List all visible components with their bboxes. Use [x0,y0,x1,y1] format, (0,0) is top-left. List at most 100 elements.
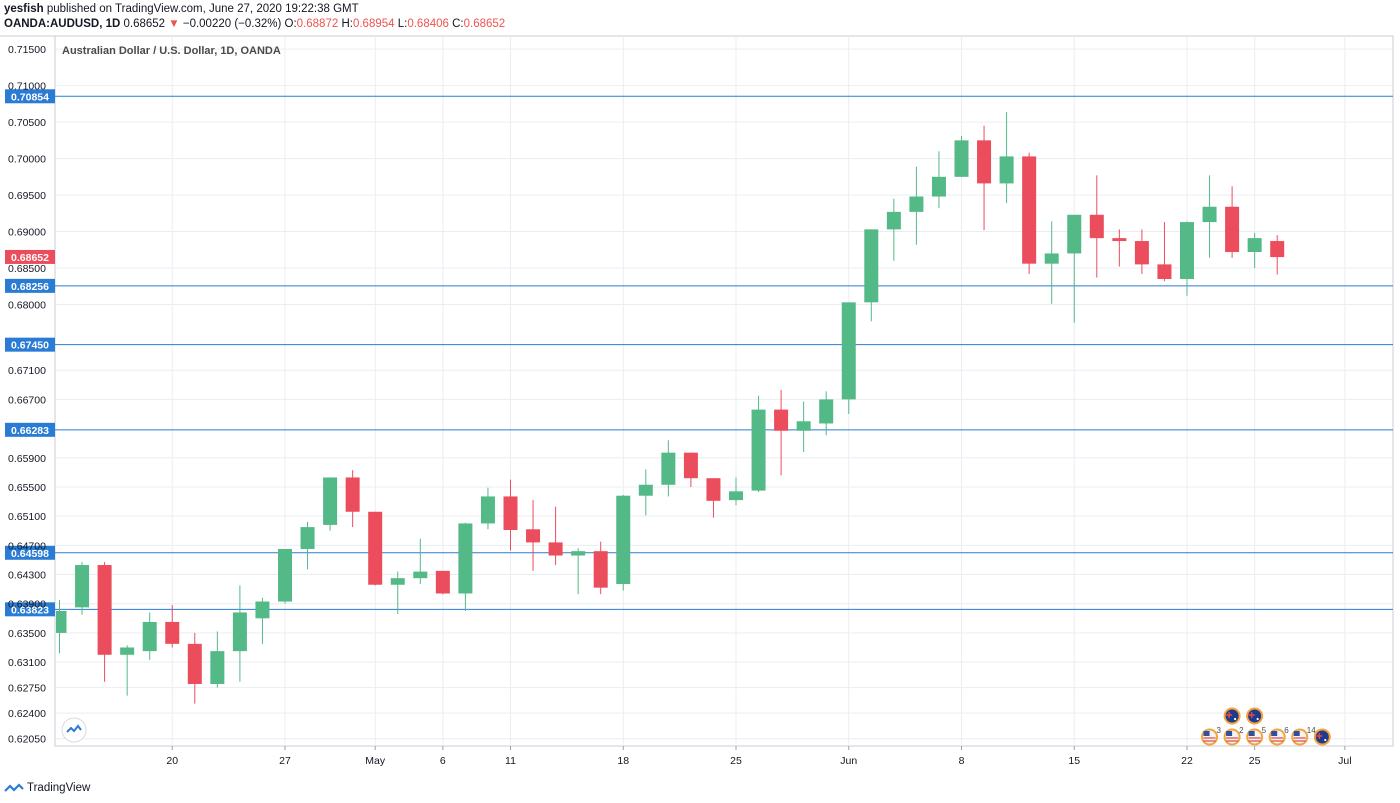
last-price-badge [5,249,55,264]
y-tick-label: 0.65900 [8,453,46,465]
x-tick-label: 25 [730,755,742,767]
y-tick-label: 0.65500 [8,482,46,494]
candle-body [278,548,292,602]
horizontal-levels[interactable]: 0.70854 0.68256 0.67450 0.66283 0.64598 0.638… [5,89,1393,617]
candle-body [661,452,676,485]
us-flag-icon[interactable]: 3 [1201,726,1222,746]
price-chart[interactable]: 0.70854 0.68256 0.67450 0.66283 0.64598 0.638… [0,0,1400,780]
y-tick-label: 0.71500 [8,44,46,56]
candle-body [751,409,766,491]
us-flag-icon[interactable]: 14 [1291,726,1316,746]
candle-body [300,527,315,549]
us-flag-icon[interactable]: 2 [1223,726,1245,746]
candle-body [796,421,811,431]
level-price-badge [5,89,55,104]
author-name[interactable]: yesfish [4,3,44,15]
candle-body [571,551,586,556]
candle-body [165,621,180,644]
chart-title: Australian Dollar / U.S. Dollar, 1D, OAN… [62,45,281,57]
level-price-label: 0.63823 [11,604,49,616]
y-tick-label: 0.64300 [8,570,46,582]
candle-body [458,523,473,594]
level-price-badge [5,545,55,560]
footer-brand[interactable]: TradingView [27,782,91,794]
candle-body [593,551,608,588]
candle-body [954,140,969,177]
candle-body [142,621,157,652]
flag-cross [1248,712,1255,718]
au-flag-icon[interactable] [1313,728,1331,746]
change-down-arrow-icon: ▼ [168,18,180,30]
candle-body [187,643,202,684]
candle-body [1022,156,1037,264]
symbol-label: OANDA:AUDUSD, 1D [4,18,121,30]
candle-body [210,651,225,684]
event-markers[interactable]: 3 2 5 6 14 [1201,707,1331,746]
candle-body [97,565,112,655]
price-change: −0.00220 (−0.32%) [182,18,282,30]
y-tick-label: 0.65100 [8,511,46,523]
x-tick-label: May [365,755,386,767]
candle-body [120,647,135,655]
close-label: C: [452,18,464,30]
us-flag-icon[interactable]: 5 [1246,726,1267,746]
tradingview-watermark-icon[interactable] [61,717,87,743]
x-tick-label: 22 [1181,755,1193,767]
candle-body [706,478,721,501]
event-count: 6 [1284,726,1289,735]
candle-body [841,302,856,400]
candle-body [1112,238,1127,242]
us-flag-icon[interactable]: 6 [1268,726,1290,746]
flag-canton [1271,731,1278,736]
y-tick-label: 0.62400 [8,708,46,720]
au-flag-icon[interactable] [1246,707,1264,725]
y-tick-label: 0.70500 [8,117,46,129]
tradingview-logo-icon[interactable] [4,782,24,794]
candles [56,111,1285,704]
flag-cross [1316,733,1323,739]
flag-stripes [1271,737,1284,742]
candle-body [1202,206,1217,223]
low-label: L: [397,18,408,30]
candle-body [864,229,879,303]
x-tick-label: 18 [617,755,629,767]
y-tick-label: 0.62050 [8,734,46,746]
high-label: H: [341,18,353,30]
ohlc-line: OANDA:AUDUSD, 1D 0.68652 ▼ −0.00220 (−0.… [4,17,1394,32]
flag-canton [1203,731,1210,736]
flag-stripes [1226,737,1239,742]
candle-body [977,140,992,184]
low-value: 0.68406 [407,18,449,30]
y-tick-label: 0.67100 [8,365,46,377]
x-tick-label: 8 [959,755,965,767]
level-price-label: 0.70854 [11,91,49,103]
x-tick-label: 25 [1249,755,1261,767]
x-tick-label: 27 [279,755,291,767]
y-tick-label: 0.68000 [8,300,46,312]
candle-body [1180,222,1194,279]
flag-stripes [1293,737,1306,742]
candle-body [1270,241,1285,258]
y-tick-label: 0.66700 [8,394,46,406]
level-price-badge [5,602,55,617]
x-tick-label: 11 [505,755,516,767]
candle-body [232,612,247,652]
candle-body [774,409,789,431]
au-flag-icon[interactable] [1223,707,1241,725]
candle-body [638,484,653,496]
y-tick-label: 0.64700 [8,540,46,552]
close-value: 0.68652 [463,18,506,30]
candle-body [1067,214,1082,254]
plot-frame [54,35,1394,747]
candle-body [683,452,698,479]
y-tick-label: 0.69000 [8,227,46,239]
x-tick-label: 20 [166,755,178,767]
flag-face [1315,730,1329,744]
candle-body [1225,206,1240,252]
candle-body [345,477,360,512]
flag-star [1256,717,1259,721]
candle-body [1134,241,1149,265]
candle-body [616,495,631,585]
candle-body [819,399,834,424]
candle-body [390,578,405,585]
